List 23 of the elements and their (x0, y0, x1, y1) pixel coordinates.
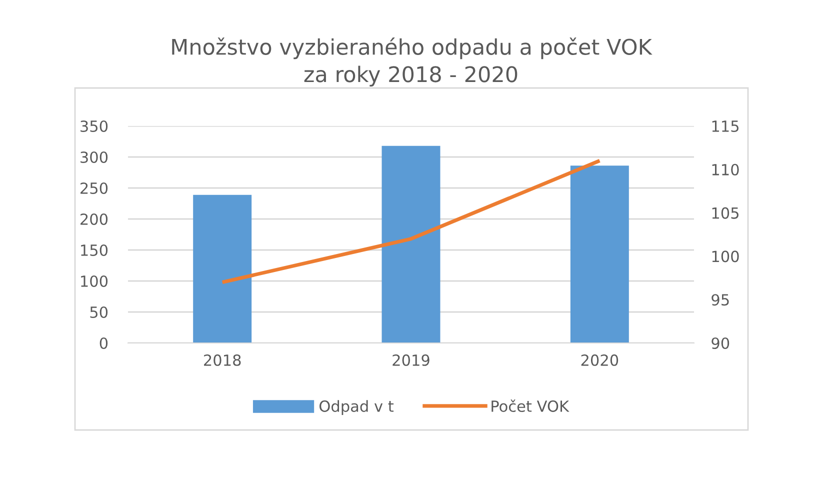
legend-label: Počet VOK (492, 400, 570, 412)
y-tick-label: 150 (81, 244, 108, 256)
chart-title: Množstvo vyzbieraného odpadu a počet VOK za roky 2018 - 2020 (172, 37, 652, 87)
y-tick-label: 300 (80, 151, 108, 164)
y-tick-label: 200 (80, 213, 108, 226)
legend-label: Odpad v t (320, 400, 394, 415)
y2-tick-label: 105 (712, 207, 738, 219)
x-tick-label: 2018 (204, 354, 241, 366)
y2-tick-label: 100 (712, 250, 739, 262)
y2-tick-label: 110 (712, 164, 739, 176)
y2-tick-label: 90 (712, 337, 730, 350)
y-tick-label: 100 (81, 275, 108, 288)
bar (570, 166, 629, 343)
bar (382, 146, 440, 343)
y-tick-label: 50 (90, 306, 108, 318)
y-tick-label: 250 (80, 182, 108, 194)
y2-tick-label: 95 (712, 294, 729, 306)
y-tick-label: 0 (100, 337, 108, 350)
x-tick-label: 2019 (392, 354, 430, 366)
y-tick-label: 350 (80, 120, 108, 132)
y2-tick-label: 115 (712, 120, 738, 132)
x-tick-label: 2020 (581, 354, 618, 366)
bar (193, 194, 252, 343)
